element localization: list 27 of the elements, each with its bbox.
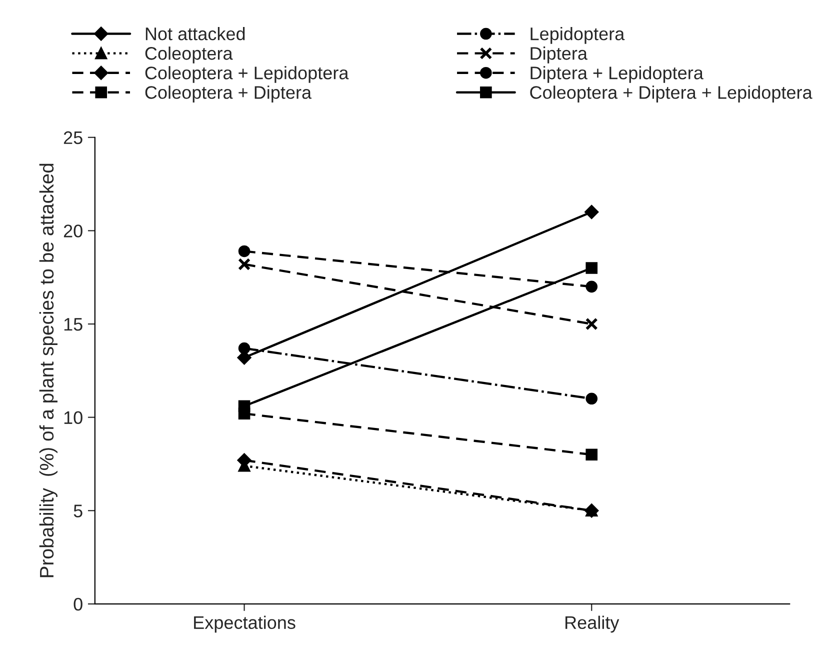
y-tick-label: 0 xyxy=(74,598,82,611)
legend-label: Diptera + Lepidoptera xyxy=(530,66,704,83)
point xyxy=(238,258,251,271)
point xyxy=(585,318,598,330)
legend-label: Coleoptera + Diptera xyxy=(145,86,312,102)
legend-label: Diptera xyxy=(530,46,588,64)
y-tick-label: 15 xyxy=(64,318,82,331)
y-tick-label: 25 xyxy=(64,131,82,144)
point xyxy=(584,205,599,219)
point xyxy=(238,342,250,354)
legend-label: Coleoptera + Lepidoptera xyxy=(145,66,349,83)
point xyxy=(586,392,598,405)
y-axis-title: Probability (%) of a plant species to be attacked xyxy=(39,164,58,578)
point xyxy=(586,448,598,461)
x-tick-label: Expectations xyxy=(194,616,296,633)
legend-label: Coleoptera xyxy=(145,46,233,64)
legend-label: Lepidoptera xyxy=(530,27,625,44)
point xyxy=(586,280,598,293)
x-tick-label: Reality xyxy=(566,616,620,633)
y-tick-label: 5 xyxy=(74,504,82,518)
point xyxy=(586,262,598,274)
point xyxy=(238,400,250,412)
y-tick-label: 20 xyxy=(64,224,82,238)
y-tick-label: 10 xyxy=(64,411,82,424)
point xyxy=(238,245,250,258)
legend-label: Not attacked xyxy=(146,27,245,40)
legend-label: Coleoptera + Diptera + Lepidoptera xyxy=(530,86,812,102)
